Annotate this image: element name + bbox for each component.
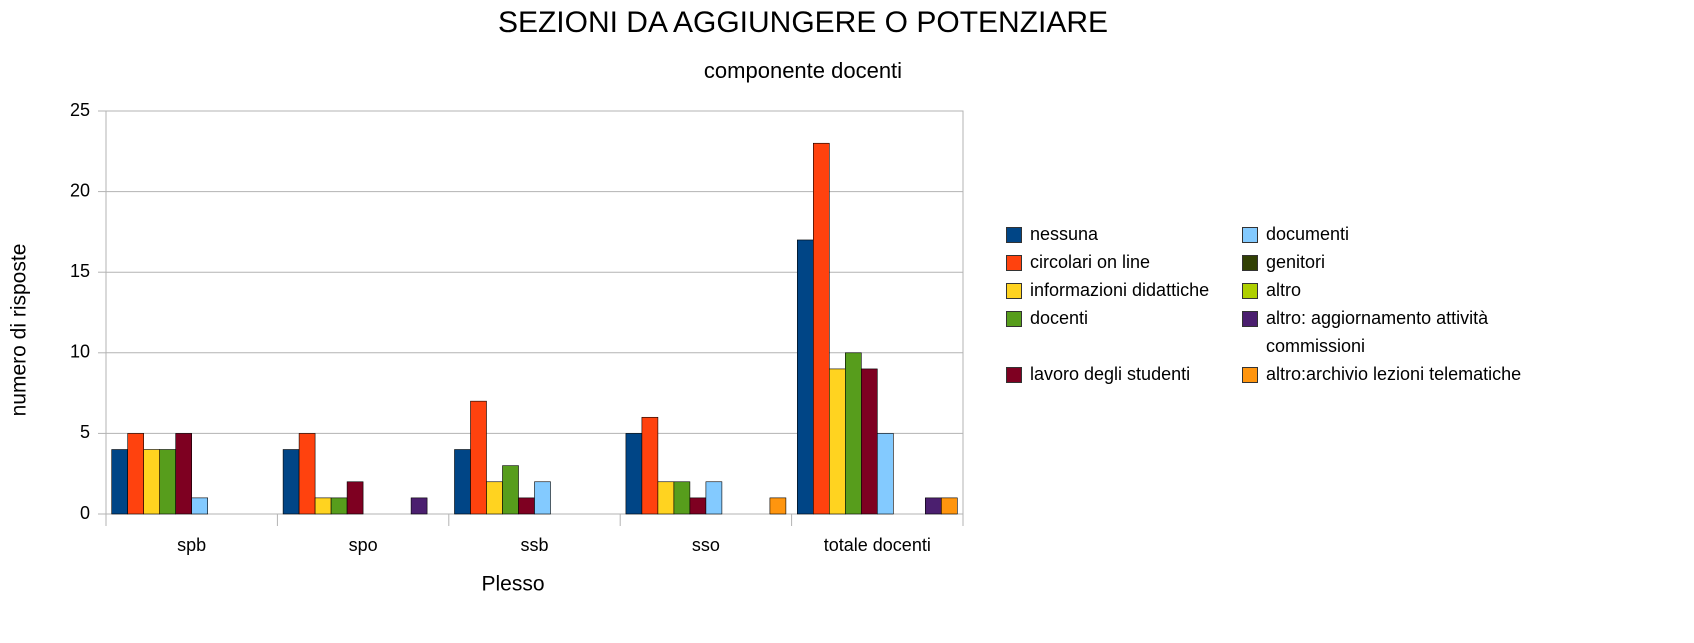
legend-label: informazioni didattiche <box>1030 280 1210 300</box>
legend-item: docenti <box>1006 304 1242 360</box>
legend-label: circolari on line <box>1030 252 1151 272</box>
bar <box>689 497 707 515</box>
bar <box>860 368 878 515</box>
bar <box>812 142 830 515</box>
legend-label: altro: aggiornamento attività commission… <box>1266 308 1489 356</box>
legend-item: circolari on line <box>1006 248 1242 276</box>
bar <box>769 497 787 515</box>
bar <box>159 449 176 515</box>
bar <box>657 481 675 515</box>
bar <box>502 465 519 515</box>
bar <box>330 497 348 515</box>
y-tick-label: 25 <box>70 100 90 120</box>
bar <box>625 433 643 515</box>
chart-title: SEZIONI DA AGGIUNGERE O POTENZIARE <box>498 6 1108 39</box>
legend-swatch <box>1242 255 1258 271</box>
chart-subtitle: componente docenti <box>704 58 902 83</box>
legend-label: lavoro degli studenti <box>1030 364 1191 384</box>
bar <box>844 352 862 515</box>
legend-label: altro <box>1266 280 1302 300</box>
bar <box>796 239 814 515</box>
bar <box>175 433 192 515</box>
bar <box>143 449 160 515</box>
legend-label: genitori <box>1266 252 1326 272</box>
legend-item: documenti <box>1242 220 1552 248</box>
legend-item: nessuna <box>1006 220 1242 248</box>
x-tick-label: spb <box>177 535 206 555</box>
legend-swatch <box>1006 227 1022 243</box>
x-tick-label: ssb <box>520 535 548 555</box>
legend-item: altro:archivio lezioni telematiche <box>1242 360 1552 388</box>
legend: nessuna circolari on line informazioni did… <box>1006 220 1552 388</box>
bar <box>191 497 208 515</box>
bar <box>940 497 958 515</box>
bar <box>470 400 487 515</box>
legend-swatch <box>1006 367 1022 383</box>
bar <box>282 449 300 515</box>
bar <box>346 481 364 515</box>
bar <box>641 416 659 515</box>
x-axis-label: Plesso <box>481 573 544 596</box>
legend-label: altro:archivio lezioni telematiche <box>1266 364 1522 384</box>
legend-item: altro <box>1242 276 1552 304</box>
legend-swatch <box>1242 311 1258 327</box>
y-tick-label: 10 <box>70 342 90 362</box>
y-tick-label: 0 <box>80 503 90 523</box>
bar <box>111 449 128 515</box>
legend-swatch <box>1006 255 1022 271</box>
bar <box>410 497 428 515</box>
legend-swatch <box>1006 283 1022 299</box>
legend-item: genitori <box>1242 248 1552 276</box>
legend-item: lavoro degli studenti <box>1006 360 1242 388</box>
legend-swatch <box>1242 367 1258 383</box>
bar <box>486 481 503 515</box>
bar <box>828 368 846 515</box>
legend-label: nessuna <box>1030 224 1099 244</box>
x-tick-label: spo <box>349 535 378 555</box>
bar <box>314 497 332 515</box>
legend-label: docenti <box>1030 308 1089 328</box>
y-axis-label: numero di risposte <box>8 244 31 417</box>
bar <box>518 497 535 515</box>
y-tick-label: 5 <box>80 422 90 442</box>
bar <box>454 449 471 515</box>
x-tick-label: totale docenti <box>824 535 931 555</box>
legend-swatch <box>1242 227 1258 243</box>
bar <box>673 481 691 515</box>
y-tick-label: 20 <box>70 180 90 200</box>
legend-item: altro: aggiornamento attività commission… <box>1242 304 1552 360</box>
bar <box>298 433 316 515</box>
bar <box>876 433 894 515</box>
legend-item: informazioni didattiche <box>1006 276 1242 304</box>
bar <box>127 433 144 515</box>
legend-swatch <box>1006 311 1022 327</box>
x-tick-label: sso <box>692 535 720 555</box>
bar <box>924 497 942 515</box>
bar <box>534 481 551 515</box>
legend-swatch <box>1242 283 1258 299</box>
bar <box>705 481 723 515</box>
y-tick-label: 15 <box>70 261 90 281</box>
legend-label: documenti <box>1266 224 1350 244</box>
